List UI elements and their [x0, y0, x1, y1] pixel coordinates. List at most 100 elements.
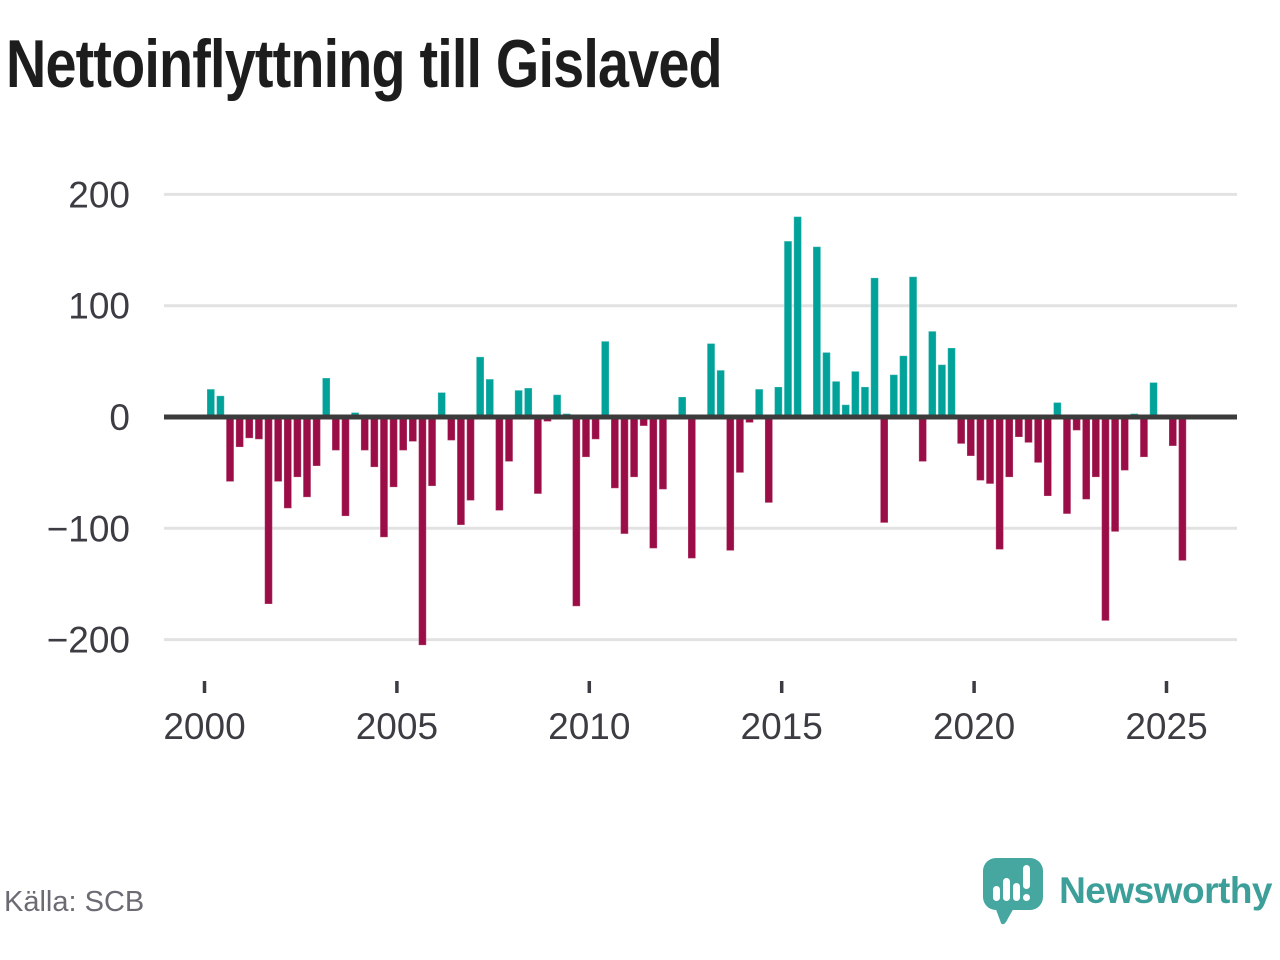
bar-q8	[283, 416, 293, 509]
bar-q14	[341, 416, 350, 517]
bar-q59	[774, 386, 783, 418]
bar-q70	[879, 416, 889, 524]
bar-q89	[1062, 416, 1072, 515]
bar-q40	[591, 416, 600, 440]
bar-q81	[985, 416, 995, 485]
bar-q42	[610, 416, 620, 489]
bar-q26	[456, 416, 466, 526]
bar-q61	[793, 216, 802, 418]
bar-q53	[716, 369, 725, 418]
bar-q87	[1043, 416, 1053, 497]
x-tick-label-2010: 2010	[548, 706, 630, 747]
bar-q63	[812, 246, 822, 418]
bar-q9	[293, 416, 302, 478]
bar-q18	[379, 416, 389, 538]
bar-q77	[947, 347, 956, 418]
bar-q33	[523, 387, 533, 418]
gridlines	[164, 192, 1237, 642]
bar-q83	[1004, 416, 1014, 478]
bar-q19	[389, 416, 398, 488]
bar-q28	[475, 356, 485, 418]
bar-q7	[273, 416, 283, 483]
bar-q47	[658, 416, 668, 490]
bar-q41	[600, 340, 610, 418]
bar-q1	[216, 395, 225, 418]
x-tick-label-2000: 2000	[163, 706, 245, 747]
bar-q11	[312, 416, 321, 467]
bar-q23	[427, 416, 437, 487]
bar-q30	[495, 416, 504, 511]
bar-q78	[956, 416, 966, 445]
bar-q101	[1178, 416, 1187, 562]
brand-logo: Newsworthy	[981, 856, 1272, 926]
bar-q24	[437, 392, 446, 418]
bar-q49	[677, 396, 687, 418]
bar-q38	[572, 416, 581, 607]
x-tick-label-2015: 2015	[741, 706, 823, 747]
bar-q22	[418, 416, 427, 646]
bar-q20	[398, 416, 408, 451]
bar-q80	[976, 416, 985, 481]
bar-q54	[725, 416, 735, 552]
bar-q2	[225, 416, 235, 483]
bar-q75	[928, 330, 937, 418]
net-migration-bar-chart: 200 100 0 −100 −200 2000 2005 2010 2015 2020 2025	[47, 174, 1237, 747]
bar-q4	[244, 416, 254, 439]
bar-q65	[831, 380, 841, 418]
bar-q100	[1168, 416, 1178, 447]
bar-q71	[889, 374, 899, 418]
bar-q91	[1081, 416, 1091, 500]
y-tick-label-200: 200	[68, 174, 130, 215]
bar-q95	[1120, 416, 1130, 471]
x-tick-label-2020: 2020	[933, 706, 1015, 747]
bar-q85	[1024, 416, 1033, 444]
bar-q34	[533, 416, 543, 495]
bar-q43	[620, 416, 629, 535]
bar-q69	[870, 277, 879, 418]
x-tick-label-2005: 2005	[356, 706, 438, 747]
bar-q36	[552, 394, 562, 418]
x-axis-labels: 2000 2005 2010 2015 2020 2025	[163, 681, 1208, 747]
page-title: Nettoinflyttning till Gislaved	[6, 26, 723, 102]
bar-q32	[514, 389, 523, 418]
bar-q10	[302, 416, 312, 498]
bar-q39	[581, 416, 591, 458]
bar-q92	[1091, 416, 1101, 478]
y-tick-label--100: −100	[47, 508, 130, 549]
bar-q98	[1149, 382, 1158, 418]
bar-q5	[254, 416, 264, 440]
bar-q64	[822, 351, 831, 418]
bar-q60	[783, 240, 793, 418]
bar-q74	[918, 416, 927, 463]
bar-q17	[370, 416, 379, 468]
bar-q6	[264, 416, 273, 605]
bar-q21	[408, 416, 418, 442]
bar-q93	[1101, 416, 1110, 622]
bar-q97	[1139, 416, 1149, 458]
bar-q31	[504, 416, 514, 463]
bar-q72	[899, 355, 908, 418]
bar-q12	[321, 377, 331, 418]
y-tick-label--200: −200	[47, 620, 130, 661]
x-tick-label-2025: 2025	[1125, 706, 1207, 747]
bar-q50	[687, 416, 697, 559]
bars	[206, 216, 1187, 646]
y-tick-label-0: 0	[109, 397, 130, 438]
bar-q76	[937, 364, 947, 418]
bar-q44	[629, 416, 639, 478]
bar-q79	[966, 416, 976, 457]
bar-q57	[754, 388, 764, 418]
bar-q73	[908, 276, 918, 418]
y-tick-label-100: 100	[68, 286, 130, 327]
bar-q82	[995, 416, 1004, 550]
brand-name: Newsworthy	[1059, 870, 1272, 911]
bar-q68	[860, 386, 870, 418]
y-axis-labels: 200 100 0 −100 −200	[47, 174, 130, 660]
bar-q94	[1110, 416, 1120, 533]
bar-q55	[735, 416, 745, 474]
bar-q16	[360, 416, 370, 451]
bar-q25	[447, 416, 456, 441]
bar-q52	[706, 343, 716, 418]
bar-q67	[851, 370, 860, 418]
bar-q29	[485, 378, 495, 418]
